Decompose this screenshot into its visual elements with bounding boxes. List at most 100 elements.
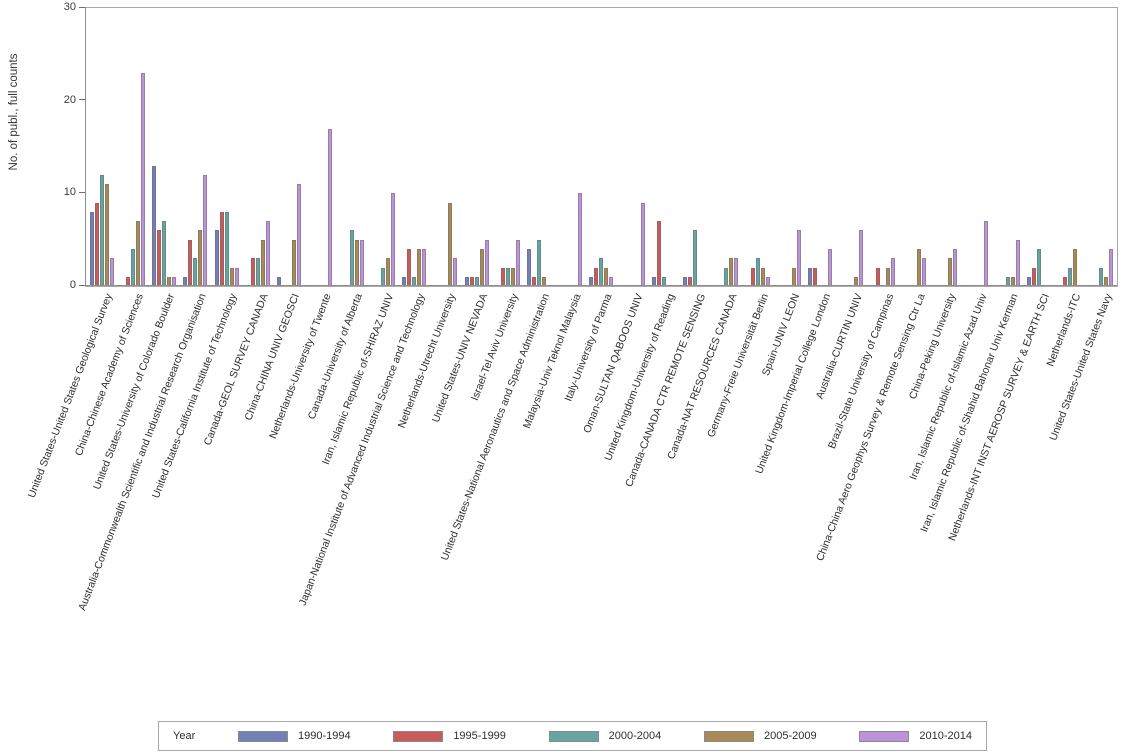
bar-group-16: [555, 8, 586, 286]
bar-2010-2014-cat4: [203, 174, 208, 286]
bar-1990-1994-cat19: [651, 276, 656, 286]
y-tick-label: 10: [63, 186, 76, 199]
y-axis-line: [85, 7, 86, 286]
bar-group-19: [648, 8, 679, 286]
bar-1995-1999-cat20: [688, 276, 693, 286]
bar-2000-2004-cat5: [224, 211, 229, 286]
bar-2000-2004-cat31: [1036, 248, 1041, 286]
bar-group-33: [1086, 8, 1117, 286]
bar-group-23: [773, 8, 804, 286]
bar-2000-2004-cat33: [1099, 267, 1104, 286]
legend-item: 2005-2009: [704, 730, 817, 742]
bar-2010-2014-cat13: [484, 239, 489, 286]
legend-item: 2000-2004: [548, 730, 661, 742]
bar-group-13: [461, 8, 492, 286]
bar-2010-2014-cat21: [734, 258, 739, 286]
bar-group-6: [242, 8, 273, 286]
bar-2005-2009-cat27: [916, 248, 921, 286]
bar-1990-1994-cat20: [683, 276, 688, 286]
bar-2010-2014-cat25: [859, 230, 864, 286]
y-tick-mark: [79, 6, 85, 8]
bar-1995-1999-cat13: [469, 276, 474, 286]
bar-2010-2014-cat7: [297, 184, 302, 286]
bar-2010-2014-cat2: [140, 72, 145, 286]
bar-1995-1999-cat2: [125, 276, 130, 286]
bar-group-15: [523, 8, 554, 286]
x-tick-label: United States-United States Navy: [1047, 292, 1115, 443]
bar-2000-2004-cat1: [99, 174, 104, 286]
bar-1995-1999-cat24: [813, 267, 818, 286]
bar-2010-2014-cat33: [1109, 248, 1114, 286]
bar-1990-1994-cat1: [89, 211, 94, 286]
legend-item: 1990-1994: [237, 730, 351, 742]
bar-2005-2009-cat10: [385, 258, 390, 286]
bar-2010-2014-cat16: [578, 193, 583, 286]
bar-2000-2004-cat4: [193, 258, 198, 286]
legend-swatch-1995-1999: [393, 730, 444, 742]
bar-2005-2009-cat5: [229, 267, 234, 286]
bar-group-8: [305, 8, 336, 286]
bar-group-22: [742, 8, 773, 286]
bar-group-24: [805, 8, 836, 286]
bar-2000-2004-cat22: [755, 258, 760, 286]
bar-1995-1999-cat14: [500, 267, 505, 286]
bar-2010-2014-cat14: [515, 239, 520, 286]
bar-1995-1999-cat22: [750, 267, 755, 286]
bar-1995-1999-cat26: [875, 267, 880, 286]
bar-2000-2004-cat10: [380, 267, 385, 286]
bar-2005-2009-cat9: [354, 239, 359, 286]
y-axis-title: No. of publ., full counts: [8, 53, 20, 171]
bar-group-14: [492, 8, 523, 286]
bar-2000-2004-cat11: [412, 276, 417, 286]
bar-group-18: [617, 8, 648, 286]
bar-2010-2014-cat6: [265, 221, 270, 286]
bar-2010-2014-cat29: [984, 221, 989, 286]
bar-2000-2004-cat6: [255, 258, 260, 286]
bar-1990-1994-cat15: [527, 248, 531, 286]
bar-group-3: [148, 8, 179, 286]
legend-swatch-1990-1994: [237, 730, 288, 742]
bar-1990-1994-cat4: [183, 276, 188, 286]
bar-2010-2014-cat8: [328, 128, 333, 286]
bar-2005-2009-cat7: [292, 239, 297, 286]
bar-2010-2014-cat11: [422, 248, 427, 286]
bar-2005-2009-cat11: [417, 248, 422, 286]
bar-2000-2004-cat13: [474, 276, 479, 286]
legend-item: 1995-1999: [393, 730, 506, 742]
legend-title: Year: [173, 730, 196, 742]
legend: Year 1990-1994 1995-1999 2000-2004 2005-200…: [158, 721, 987, 751]
bar-group-26: [867, 8, 898, 286]
bar-2010-2014-cat17: [609, 276, 614, 286]
bar-group-21: [711, 8, 742, 286]
bar-1990-1994-cat11: [402, 276, 407, 286]
bar-group-17: [586, 8, 617, 286]
bar-2010-2014-cat10: [390, 193, 395, 286]
bar-group-4: [180, 8, 211, 286]
legend-item-label: 2010-2014: [919, 730, 972, 742]
legend-swatch-2010-2014: [859, 730, 910, 742]
bar-2000-2004-cat17: [599, 258, 604, 286]
bar-2010-2014-cat24: [828, 248, 833, 286]
bar-2010-2014-cat26: [890, 258, 895, 286]
bar-1990-1994-cat5: [214, 230, 219, 286]
bar-1995-1999-cat32: [1063, 276, 1068, 286]
y-tick-label: 0: [69, 279, 76, 291]
bar-1995-1999-cat6: [250, 258, 255, 286]
bar-2005-2009-cat13: [479, 248, 484, 286]
bar-2005-2009-cat15: [542, 276, 546, 286]
bar-1995-1999-cat4: [188, 239, 193, 286]
bar-2010-2014-cat23: [796, 230, 801, 286]
bar-2000-2004-cat30: [1005, 276, 1010, 286]
bar-2005-2009-cat17: [604, 267, 609, 286]
legend-item-label: 1995-1999: [453, 730, 506, 742]
bar-2000-2004-cat21: [724, 267, 729, 286]
bar-2000-2004-cat9: [349, 230, 354, 286]
y-tick-label: 30: [63, 1, 76, 13]
bar-group-10: [367, 8, 398, 286]
x-tick-label: Oman-SULTAN QABOOS UNIV: [581, 292, 646, 435]
bar-2005-2009-cat2: [135, 221, 140, 286]
bar-2005-2009-cat26: [885, 267, 890, 286]
bar-2000-2004-cat3: [162, 221, 167, 286]
bar-2005-2009-cat22: [760, 267, 765, 286]
